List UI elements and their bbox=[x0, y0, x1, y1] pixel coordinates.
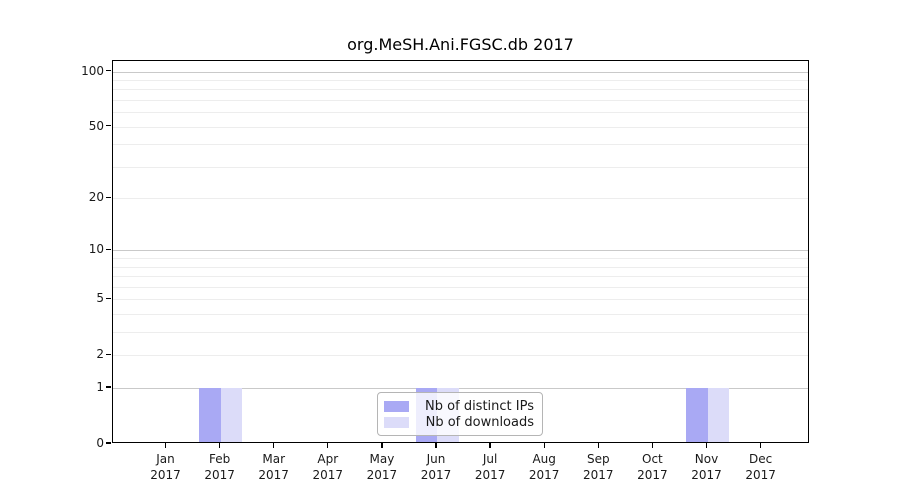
x-axis-tick bbox=[273, 443, 275, 448]
x-axis-tick bbox=[597, 443, 599, 448]
x-axis-tick-label: Jan 2017 bbox=[136, 451, 196, 483]
y-axis-tick bbox=[106, 297, 111, 300]
x-axis-tick bbox=[705, 443, 708, 448]
bar-distinct-ips bbox=[686, 388, 708, 442]
gridline-minor bbox=[113, 112, 808, 114]
x-axis-tick bbox=[164, 443, 167, 448]
gridline-minor bbox=[113, 99, 808, 101]
x-axis-year: 2017 bbox=[420, 468, 452, 482]
y-axis-tick bbox=[106, 196, 111, 198]
y-axis-tick-label: 5 bbox=[96, 291, 104, 306]
y-axis-tick-label: 2 bbox=[96, 347, 104, 362]
legend-swatch-distinct-ips bbox=[384, 400, 409, 412]
legend-swatch-downloads bbox=[384, 416, 409, 428]
x-axis-month: Dec bbox=[748, 452, 773, 466]
x-axis-year: 2017 bbox=[528, 468, 560, 482]
gridline-minor bbox=[113, 166, 808, 168]
y-axis-tick bbox=[106, 248, 111, 251]
x-axis-tick-label: Aug 2017 bbox=[514, 451, 574, 483]
y-axis-tick bbox=[106, 69, 111, 72]
x-axis-year: 2017 bbox=[366, 468, 398, 482]
x-axis-tick bbox=[218, 443, 221, 448]
x-axis-tick bbox=[381, 443, 383, 448]
bar-distinct-ips bbox=[199, 388, 221, 442]
gridline-minor bbox=[113, 332, 808, 334]
gridline-minor bbox=[113, 89, 808, 91]
x-axis-tick-label: Dec 2017 bbox=[731, 451, 791, 483]
gridline-major bbox=[113, 250, 808, 252]
x-axis-tick bbox=[435, 443, 437, 448]
x-axis-year: 2017 bbox=[150, 468, 181, 482]
gridline-minor bbox=[113, 144, 808, 146]
x-axis-year: 2017 bbox=[637, 468, 668, 482]
gridline-minor bbox=[113, 286, 808, 288]
y-axis-tick-label: 0 bbox=[96, 436, 104, 450]
chart-title: org.MeSH.Ani.FGSC.db 2017 bbox=[347, 35, 574, 54]
legend: Nb of distinct IPs Nb of downloads bbox=[377, 392, 543, 436]
x-axis-month: Jul bbox=[482, 452, 498, 466]
y-axis-tick bbox=[106, 442, 111, 444]
x-axis-tick bbox=[489, 443, 491, 448]
gridline-minor bbox=[113, 258, 808, 260]
x-axis-tick-label: Nov 2017 bbox=[677, 451, 737, 483]
x-axis-tick-label: Jul 2017 bbox=[460, 451, 520, 483]
legend-label-distinct-ips: Nb of distinct IPs bbox=[425, 398, 534, 414]
y-axis-tick-label: 10 bbox=[88, 242, 104, 257]
legend-item-downloads: Nb of downloads bbox=[384, 414, 534, 430]
gridline-major bbox=[113, 71, 808, 73]
gridline-minor bbox=[113, 126, 808, 128]
gridline-minor bbox=[113, 79, 808, 81]
x-axis-month: Aug bbox=[532, 452, 556, 466]
x-axis-year: 2017 bbox=[312, 468, 344, 482]
gridline-minor bbox=[113, 355, 808, 357]
legend-label-downloads: Nb of downloads bbox=[425, 414, 534, 430]
x-axis-month: Nov bbox=[694, 452, 719, 466]
x-axis-month: Feb bbox=[208, 452, 231, 466]
gridline-minor bbox=[113, 314, 808, 316]
gridline-minor bbox=[113, 276, 808, 278]
y-axis-tick-label: 1 bbox=[96, 380, 104, 395]
x-axis-tick-label: Mar 2017 bbox=[244, 451, 304, 483]
y-axis-tick-label: 100 bbox=[81, 63, 104, 78]
x-axis-tick-label: Apr 2017 bbox=[298, 451, 358, 483]
x-axis-tick-label: Jun 2017 bbox=[406, 451, 466, 483]
x-axis-year: 2017 bbox=[204, 468, 235, 482]
y-axis-tick bbox=[106, 124, 111, 127]
gridline-minor bbox=[113, 299, 808, 301]
x-axis-year: 2017 bbox=[691, 468, 722, 482]
x-axis-month: Oct bbox=[642, 452, 663, 466]
x-axis-year: 2017 bbox=[745, 468, 776, 482]
y-axis-tick bbox=[106, 386, 111, 388]
x-axis-tick-label: May 2017 bbox=[352, 451, 412, 483]
y-axis-tick-label: 50 bbox=[88, 118, 104, 133]
x-axis-tick bbox=[543, 443, 545, 448]
x-axis-year: 2017 bbox=[258, 468, 289, 482]
plot-area bbox=[112, 60, 809, 443]
x-axis-year: 2017 bbox=[583, 468, 614, 482]
gridline-minor bbox=[113, 198, 808, 200]
x-axis-month: Apr bbox=[317, 452, 339, 466]
x-axis-tick-label: Sep 2017 bbox=[568, 451, 628, 483]
x-axis-month: Mar bbox=[262, 452, 285, 466]
x-axis-tick bbox=[327, 443, 329, 448]
x-axis-month: May bbox=[369, 452, 395, 466]
y-axis-tick bbox=[106, 353, 111, 355]
bar-downloads bbox=[707, 388, 729, 442]
gridline-minor bbox=[113, 266, 808, 268]
x-axis-month: Sep bbox=[586, 452, 610, 466]
x-axis-year: 2017 bbox=[474, 468, 506, 482]
y-axis-tick-label: 20 bbox=[88, 190, 104, 205]
x-axis-tick bbox=[651, 443, 654, 448]
x-axis-tick-label: Feb 2017 bbox=[190, 451, 250, 483]
legend-item-distinct-ips: Nb of distinct IPs bbox=[384, 398, 534, 414]
x-axis-tick bbox=[759, 443, 762, 448]
bar-downloads bbox=[220, 388, 243, 442]
x-axis-month: Jun bbox=[426, 452, 446, 466]
x-axis-month: Jan bbox=[156, 452, 175, 466]
x-axis-tick-label: Oct 2017 bbox=[622, 451, 682, 483]
gridline-major bbox=[113, 388, 808, 390]
